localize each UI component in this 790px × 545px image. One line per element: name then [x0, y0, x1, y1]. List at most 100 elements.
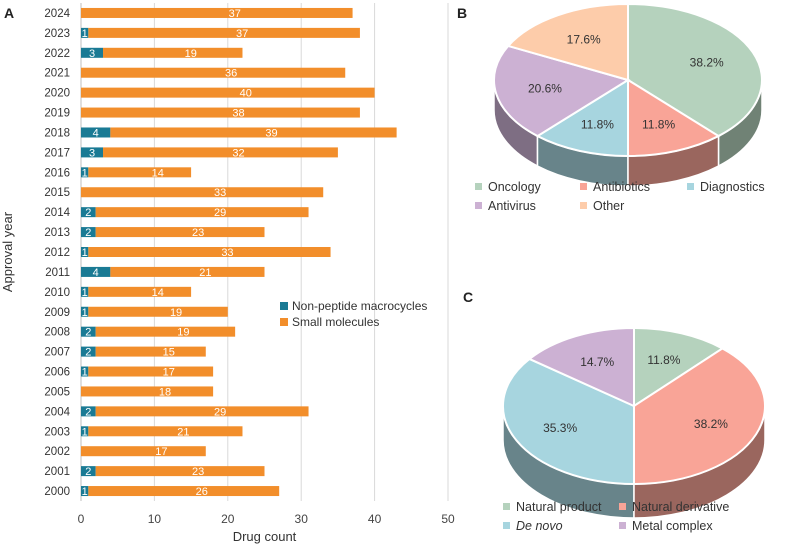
label-small-molecule-2003: 21	[177, 426, 189, 438]
y-tick-label-2010: 2010	[44, 287, 70, 299]
y-tick-label-2005: 2005	[44, 386, 70, 398]
y-tick-label-2007: 2007	[44, 347, 70, 359]
label-small-molecule-2010: 14	[152, 287, 164, 299]
pie-c-legend-swatch-3	[619, 522, 626, 529]
bar-macrocycle-2014	[81, 207, 96, 218]
legend-label-1: Small molecules	[292, 315, 379, 329]
label-macrocycle-2023: 1	[82, 28, 88, 40]
pie-chart-c: 11.8% 38.2% 35.3% 14.7% Natural product Natur…	[502, 326, 766, 533]
x-tick-label-30: 30	[295, 512, 309, 526]
pie-b-slice-label-2: 11.8%	[581, 118, 614, 132]
y-tick-label-2024: 2024	[44, 8, 70, 20]
bar-small-molecule-2023	[88, 27, 360, 38]
bar-macrocycle-2007	[81, 346, 96, 357]
label-macrocycle-2009: 1	[82, 307, 88, 319]
legend-swatch-1	[280, 318, 288, 326]
pie-c-legend-label-3: Metal complex	[632, 519, 713, 533]
label-small-molecule-2004: 29	[214, 406, 226, 418]
bar-small-molecule-2024	[81, 7, 353, 18]
bar-macrocycle-2001	[81, 466, 96, 477]
label-macrocycle-2013: 2	[85, 227, 91, 239]
y-tick-label-2019: 2019	[44, 108, 70, 120]
label-small-molecule-2009: 19	[170, 307, 182, 319]
y-tick-label-2008: 2008	[44, 327, 70, 339]
label-small-molecule-2018: 39	[265, 127, 277, 139]
pie-b-slice-3	[493, 44, 631, 138]
y-tick-label-2009: 2009	[44, 307, 70, 319]
label-small-molecule-2005: 18	[159, 386, 171, 398]
pie-b-slice-1	[627, 78, 721, 158]
pie-b-legend-swatch-0	[475, 183, 482, 190]
label-small-molecule-2012: 33	[221, 247, 233, 259]
label-macrocycle-2017: 3	[89, 147, 95, 159]
x-tick-label-40: 40	[368, 512, 382, 526]
label-macrocycle-2001: 2	[85, 466, 91, 478]
pie-c-legend-swatch-0	[503, 503, 510, 510]
panel-letter-b: B	[457, 5, 467, 21]
label-small-molecule-2016: 14	[152, 167, 164, 179]
bar-small-molecule-2005	[81, 386, 214, 397]
pie-b-legend-swatch-1	[580, 183, 587, 190]
bar-macrocycle-2009	[81, 306, 89, 317]
bar-small-molecule-2008	[95, 326, 236, 337]
bar-macrocycle-2013	[81, 227, 96, 238]
y-tick-label-2006: 2006	[44, 367, 70, 379]
label-small-molecule-2023: 37	[236, 28, 248, 40]
label-small-molecule-2011: 21	[199, 267, 211, 279]
bar-small-molecule-2012	[88, 247, 331, 257]
bar-small-molecule-2015	[81, 187, 324, 198]
bar-macrocycle-2023	[81, 27, 89, 38]
bar-small-molecule-2011	[110, 266, 265, 277]
label-small-molecule-2020: 40	[240, 88, 252, 100]
y-tick-label-2018: 2018	[44, 127, 70, 139]
bar-small-molecule-2009	[88, 306, 228, 317]
pie-c-slice-0	[633, 326, 725, 408]
x-tick-label-10: 10	[148, 512, 162, 526]
pie-b-slice-4	[506, 2, 629, 82]
bar-small-molecule-2020	[81, 87, 375, 98]
label-macrocycle-2016: 1	[82, 167, 88, 179]
bar-macrocycle-2010	[81, 286, 89, 297]
bar-macrocycle-2008	[81, 326, 96, 337]
pie-c-legend-swatch-1	[619, 503, 626, 510]
x-axis-title: Drug count	[233, 529, 297, 544]
panel-letter-a: A	[4, 5, 14, 21]
bar-small-molecule-2014	[95, 207, 309, 218]
bar-macrocycle-2018	[81, 127, 111, 138]
label-macrocycle-2006: 1	[82, 367, 88, 379]
label-small-molecule-2001: 23	[192, 466, 204, 478]
bar-small-molecule-2006	[88, 366, 214, 377]
label-macrocycle-2018: 4	[93, 127, 99, 139]
pie-b-legend-label-2: Diagnostics	[700, 180, 765, 194]
bar-macrocycle-2004	[81, 406, 96, 417]
legend-label-0: Non-peptide macrocycles	[292, 299, 427, 313]
label-macrocycle-2022: 3	[89, 48, 95, 60]
pie-c-slice-2	[502, 357, 635, 486]
label-macrocycle-2008: 2	[85, 327, 91, 339]
y-tick-label-2011: 2011	[45, 267, 70, 279]
pie-b-legend-label-4: Other	[593, 199, 624, 213]
label-macrocycle-2007: 2	[85, 347, 91, 359]
label-macrocycle-2011: 4	[93, 267, 99, 279]
y-tick-label-2013: 2013	[44, 227, 70, 239]
pie-c-legend-label-1: Natural derivative	[632, 500, 729, 514]
y-tick-label-2017: 2017	[44, 147, 70, 159]
y-axis-title: Approval year	[0, 211, 15, 292]
y-tick-label-2002: 2002	[44, 446, 70, 458]
bar-small-molecule-2002	[81, 446, 206, 457]
label-small-molecule-2002: 17	[155, 446, 167, 458]
label-small-molecule-2017: 32	[232, 147, 244, 159]
pie-b-slice-label-0: 38.2%	[690, 56, 724, 70]
bar-small-molecule-2017	[103, 147, 338, 158]
pie-b-slice-0	[627, 2, 763, 138]
pie-c-slice-label-2: 35.3%	[543, 421, 577, 435]
label-small-molecule-2000: 26	[196, 486, 208, 498]
bar-small-molecule-2013	[95, 227, 265, 238]
label-macrocycle-2000: 1	[82, 486, 88, 498]
label-small-molecule-2024: 37	[229, 8, 241, 20]
bar-macrocycle-2006	[81, 366, 89, 377]
label-macrocycle-2010: 1	[82, 287, 88, 299]
pie-c-slice-label-3: 14.7%	[580, 355, 614, 369]
bar-macrocycle-2022	[81, 47, 104, 58]
pie-c-slice-label-0: 11.8%	[647, 353, 680, 367]
